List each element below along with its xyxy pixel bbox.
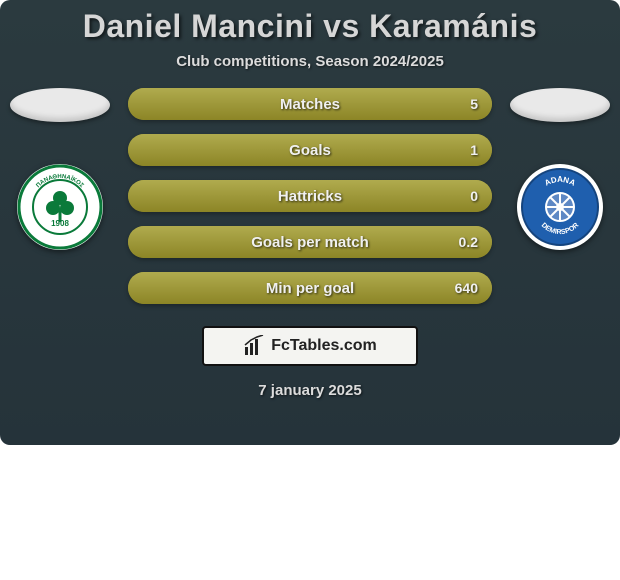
adana-demirspor-icon: ADANA DEMIRSPOR (517, 164, 603, 250)
bar-chart-icon (243, 335, 265, 357)
badge-left-year: 1908 (51, 219, 69, 228)
brand-box[interactable]: FcTables.com (202, 326, 418, 366)
stat-label: Matches (280, 96, 340, 113)
club-badge-left: 1908 ΠΑΝΑΘΗΝΑΪΚΟΣ (17, 164, 103, 250)
stat-bar-min-per-goal: Min per goal 640 (128, 272, 492, 304)
date-text: 7 january 2025 (0, 382, 620, 399)
stat-label: Min per goal (266, 280, 354, 297)
stat-label: Goals per match (251, 234, 369, 251)
stat-bar-hattricks: Hattricks 0 (128, 180, 492, 212)
stats-column: Matches 5 Goals 1 Hattricks 0 Goals per match 0… (110, 88, 510, 318)
stat-label: Goals (289, 142, 331, 159)
stat-value-right: 0 (470, 188, 478, 204)
right-player-col: ADANA DEMIRSPOR (510, 88, 610, 250)
stat-bar-matches: Matches 5 (128, 88, 492, 120)
player-right-oval (510, 88, 610, 122)
panathinaikos-icon: 1908 ΠΑΝΑΘΗΝΑΪΚΟΣ (17, 164, 103, 250)
brand-text: FcTables.com (271, 337, 377, 355)
stat-value-right: 5 (470, 96, 478, 112)
player-left-oval (10, 88, 110, 122)
main-row: 1908 ΠΑΝΑΘΗΝΑΪΚΟΣ Matches 5 Goals 1 Hattrick… (0, 70, 620, 318)
stat-bar-goals-per-match: Goals per match 0.2 (128, 226, 492, 258)
stat-label: Hattricks (278, 188, 342, 205)
comparison-card: Daniel Mancini vs Karamánis Club competi… (0, 0, 620, 445)
stat-value-right: 1 (470, 142, 478, 158)
stat-value-right: 640 (455, 280, 478, 296)
page-title: Daniel Mancini vs Karamánis (0, 8, 620, 45)
stat-value-right: 0.2 (459, 234, 478, 250)
left-player-col: 1908 ΠΑΝΑΘΗΝΑΪΚΟΣ (10, 88, 110, 250)
stat-bar-goals: Goals 1 (128, 134, 492, 166)
subtitle: Club competitions, Season 2024/2025 (0, 53, 620, 70)
club-badge-right: ADANA DEMIRSPOR (517, 164, 603, 250)
